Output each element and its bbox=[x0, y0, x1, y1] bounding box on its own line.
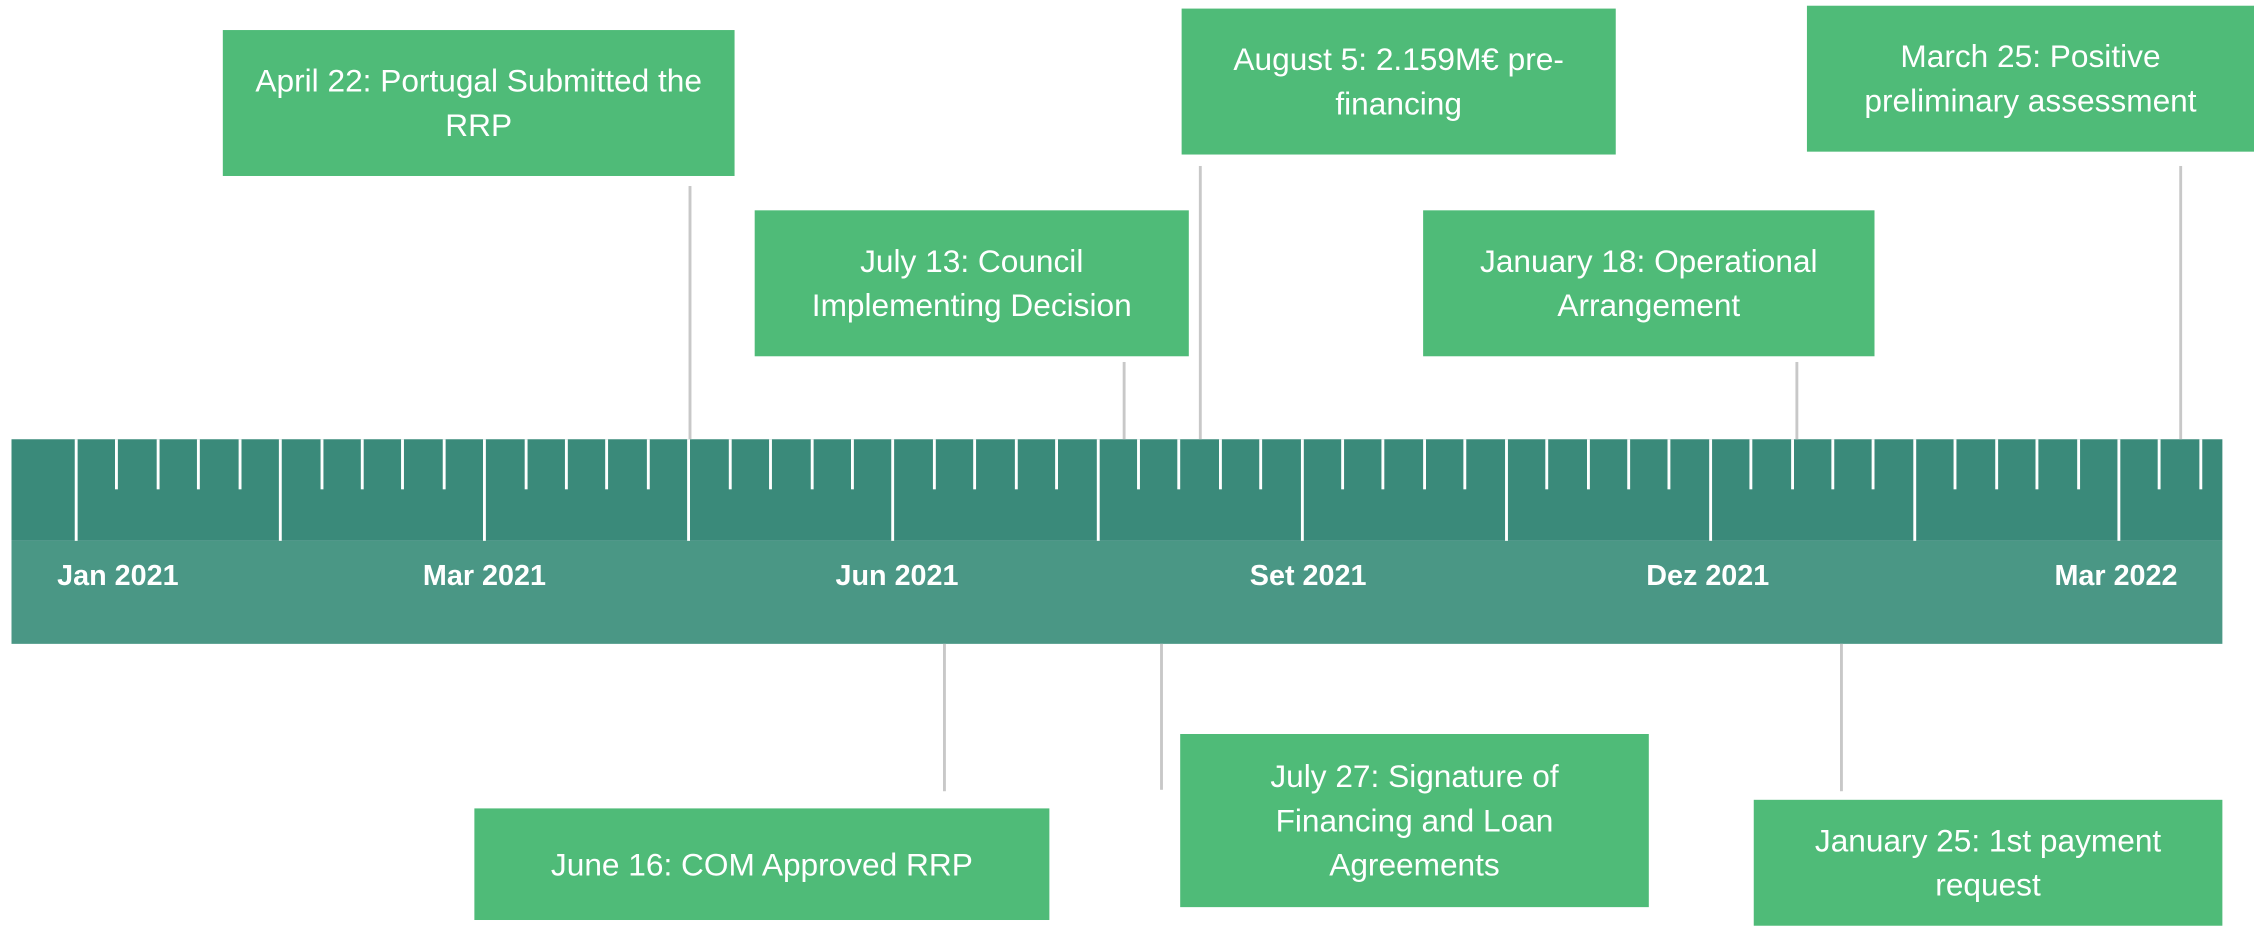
minor-tick bbox=[1177, 439, 1181, 490]
minor-tick bbox=[442, 439, 446, 490]
axis-label: Jun 2021 bbox=[835, 560, 959, 593]
minor-tick bbox=[319, 439, 323, 490]
event-box: July 13: Council Implementing Decision bbox=[754, 210, 1189, 357]
minor-tick bbox=[238, 439, 242, 490]
connector bbox=[1160, 643, 1163, 790]
event-box: January 25: 1st payment request bbox=[1753, 799, 2223, 926]
minor-tick bbox=[1422, 439, 1426, 490]
axis-label: Jan 2021 bbox=[57, 560, 179, 593]
minor-tick bbox=[115, 439, 119, 490]
connector bbox=[1122, 361, 1126, 440]
minor-tick bbox=[360, 439, 364, 490]
event-box: August 5: 2.159M€ pre-financing bbox=[1181, 8, 1616, 155]
major-tick bbox=[279, 439, 282, 541]
minor-tick bbox=[1954, 439, 1957, 490]
minor-tick bbox=[1545, 439, 1549, 490]
minor-tick bbox=[605, 439, 609, 490]
major-tick bbox=[483, 439, 487, 541]
minor-tick bbox=[1341, 439, 1345, 490]
minor-tick bbox=[973, 439, 977, 490]
minor-tick bbox=[524, 439, 528, 490]
major-tick bbox=[1096, 439, 1099, 541]
axis-label: Mar 2021 bbox=[422, 560, 546, 593]
axis-band-dark bbox=[11, 439, 2223, 541]
major-tick bbox=[891, 439, 895, 541]
minor-tick bbox=[850, 439, 854, 490]
minor-tick bbox=[810, 439, 813, 490]
axis-label: Set 2021 bbox=[1249, 560, 1367, 593]
connector bbox=[1795, 361, 1799, 440]
minor-tick bbox=[1627, 439, 1631, 490]
major-tick bbox=[1708, 439, 1712, 541]
minor-tick bbox=[1994, 439, 1998, 490]
minor-tick bbox=[401, 439, 405, 490]
event-box: January 18: Operational Arrangement bbox=[1423, 210, 1875, 357]
minor-tick bbox=[2199, 439, 2203, 490]
minor-tick bbox=[1382, 439, 1385, 490]
event-box: June 16: COM Approved RRP bbox=[474, 808, 1050, 921]
minor-tick bbox=[197, 439, 201, 490]
minor-tick bbox=[2076, 439, 2080, 490]
minor-tick bbox=[1668, 439, 1671, 490]
major-tick bbox=[1300, 439, 1304, 541]
minor-tick bbox=[1259, 439, 1263, 490]
minor-tick bbox=[728, 439, 732, 490]
axis-label: Mar 2022 bbox=[2054, 560, 2178, 593]
minor-tick bbox=[1586, 439, 1590, 490]
event-box: March 25: Positive preliminary assessmen… bbox=[1806, 5, 2254, 152]
connector bbox=[2179, 165, 2183, 440]
major-tick bbox=[74, 439, 78, 541]
minor-tick bbox=[1055, 439, 1059, 490]
axis-label: Dez 2021 bbox=[1646, 560, 1770, 593]
minor-tick bbox=[1749, 439, 1753, 490]
minor-tick bbox=[564, 439, 568, 490]
minor-tick bbox=[932, 439, 936, 490]
minor-tick bbox=[2035, 439, 2039, 490]
minor-tick bbox=[1872, 439, 1876, 490]
connector bbox=[943, 643, 946, 792]
connector bbox=[1840, 643, 1843, 792]
event-box: July 27: Signature of Financing and Loan… bbox=[1180, 734, 1649, 908]
major-tick bbox=[2117, 439, 2121, 541]
minor-tick bbox=[1014, 439, 1018, 490]
minor-tick bbox=[1218, 439, 1222, 490]
minor-tick bbox=[646, 439, 650, 490]
minor-tick bbox=[1790, 439, 1794, 490]
minor-tick bbox=[2158, 439, 2162, 490]
major-tick bbox=[687, 439, 691, 541]
minor-tick bbox=[1463, 439, 1467, 490]
major-tick bbox=[1504, 439, 1508, 541]
minor-tick bbox=[156, 439, 160, 490]
connector bbox=[688, 186, 692, 440]
connector bbox=[1198, 165, 1202, 440]
axis-band-light bbox=[11, 540, 2223, 644]
minor-tick bbox=[1831, 439, 1835, 490]
minor-tick bbox=[769, 439, 773, 490]
event-box: April 22: Portugal Submitted the RRP bbox=[222, 30, 735, 176]
major-tick bbox=[1913, 439, 1917, 541]
minor-tick bbox=[1136, 439, 1140, 490]
